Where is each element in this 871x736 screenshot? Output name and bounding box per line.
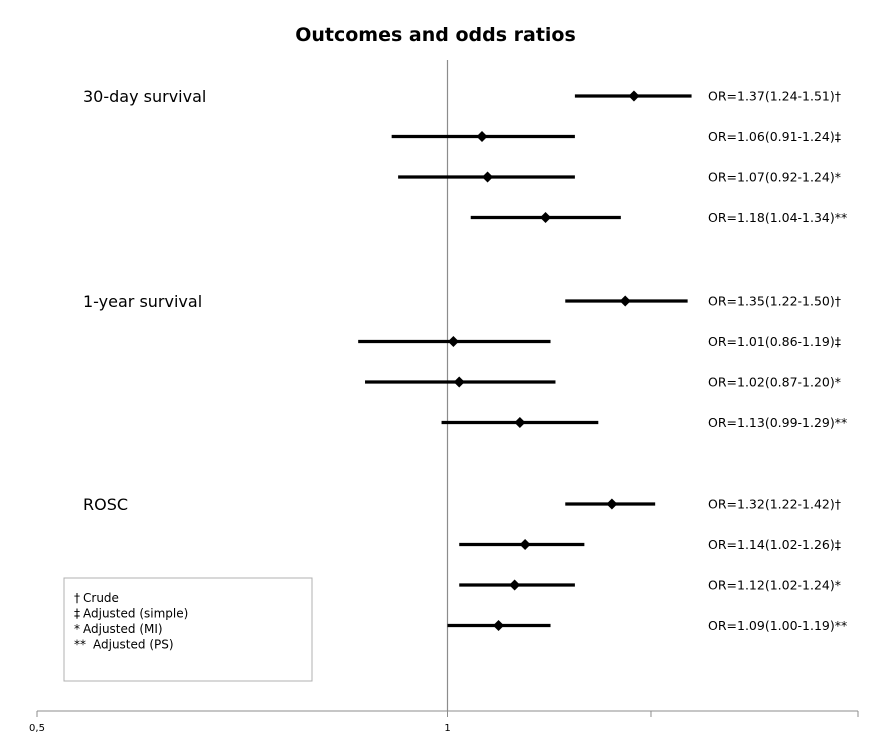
odds-ratio-label: OR=1.14(1.02-1.26)‡ xyxy=(708,537,841,552)
odds-ratio-label: OR=1.35(1.22-1.50)† xyxy=(708,294,841,309)
forest-row: OR=1.06(0.91-1.24)‡ xyxy=(391,129,841,144)
forest-row: OR=1.32(1.22-1.42)† xyxy=(565,497,841,512)
legend-symbol: ** xyxy=(74,638,86,652)
plot-area: 0,5 1 30-day survival OR=1.37(1.24-1.51)† OR… xyxy=(29,60,859,734)
point-estimate-diamond xyxy=(493,620,505,631)
point-estimate-diamond xyxy=(453,376,465,388)
legend-label: Crude xyxy=(83,591,119,605)
legend-symbol: ‡ xyxy=(74,607,80,621)
group-label: 30-day survival xyxy=(83,87,206,106)
group-label: ROSC xyxy=(83,495,128,514)
odds-ratio-label: OR=1.02(0.87-1.20)* xyxy=(708,375,841,390)
legend: † Crude‡ Adjusted (simple)* Adjusted (MI) **… xyxy=(63,577,313,682)
forest-row: OR=1.09(1.00-1.19)** xyxy=(447,618,847,633)
point-estimate-diamond xyxy=(514,417,526,428)
odds-ratio-label: OR=1.13(0.99-1.29)** xyxy=(708,415,847,430)
forest-row: OR=1.37(1.24-1.51)† xyxy=(574,89,841,104)
point-estimate-diamond xyxy=(540,212,552,223)
legend-label: Adjusted (MI) xyxy=(83,622,163,636)
forest-row: OR=1.12(1.02-1.24)* xyxy=(459,578,841,593)
legend-box xyxy=(63,577,313,682)
group-label: 1-year survival xyxy=(83,292,202,311)
odds-ratio-label: OR=1.01(0.86-1.19)‡ xyxy=(708,334,841,349)
forest-row: OR=1.14(1.02-1.26)‡ xyxy=(459,537,841,552)
legend-label: Adjusted (PS) xyxy=(93,638,174,652)
point-estimate-diamond xyxy=(619,295,631,307)
legend-label: Adjusted (simple) xyxy=(83,607,188,621)
odds-ratio-label: OR=1.07(0.92-1.24)* xyxy=(708,170,841,185)
odds-ratio-label: OR=1.18(1.04-1.34)** xyxy=(708,210,847,225)
point-estimate-diamond xyxy=(476,131,488,142)
chart-title: Outcomes and odds ratios xyxy=(295,24,576,46)
point-estimate-diamond xyxy=(606,498,618,510)
forest-row: OR=1.01(0.86-1.19)‡ xyxy=(358,334,841,349)
forest-row: OR=1.18(1.04-1.34)** xyxy=(470,210,847,225)
forest-row: OR=1.07(0.92-1.24)* xyxy=(398,170,841,185)
forest-row: OR=1.02(0.87-1.20)* xyxy=(365,375,841,390)
x-tick-label: 1 xyxy=(444,723,450,734)
forest-row: OR=1.13(0.99-1.29)** xyxy=(441,415,847,430)
x-tick-label: 0,5 xyxy=(29,723,45,734)
legend-symbol: † xyxy=(74,591,80,605)
odds-ratio-label: OR=1.09(1.00-1.19)** xyxy=(708,618,847,633)
legend-symbol: * xyxy=(74,622,80,636)
odds-ratio-label: OR=1.12(1.02-1.24)* xyxy=(708,578,841,593)
odds-ratio-label: OR=1.32(1.22-1.42)† xyxy=(708,497,841,512)
point-estimate-diamond xyxy=(482,171,494,183)
odds-ratio-label: OR=1.06(0.91-1.24)‡ xyxy=(708,129,841,144)
point-estimate-diamond xyxy=(509,579,521,591)
point-estimate-diamond xyxy=(447,336,459,347)
forest-row: OR=1.35(1.22-1.50)† xyxy=(565,294,841,309)
odds-ratio-label: OR=1.37(1.24-1.51)† xyxy=(708,89,841,104)
point-estimate-diamond xyxy=(628,90,640,102)
point-estimate-diamond xyxy=(519,539,531,550)
